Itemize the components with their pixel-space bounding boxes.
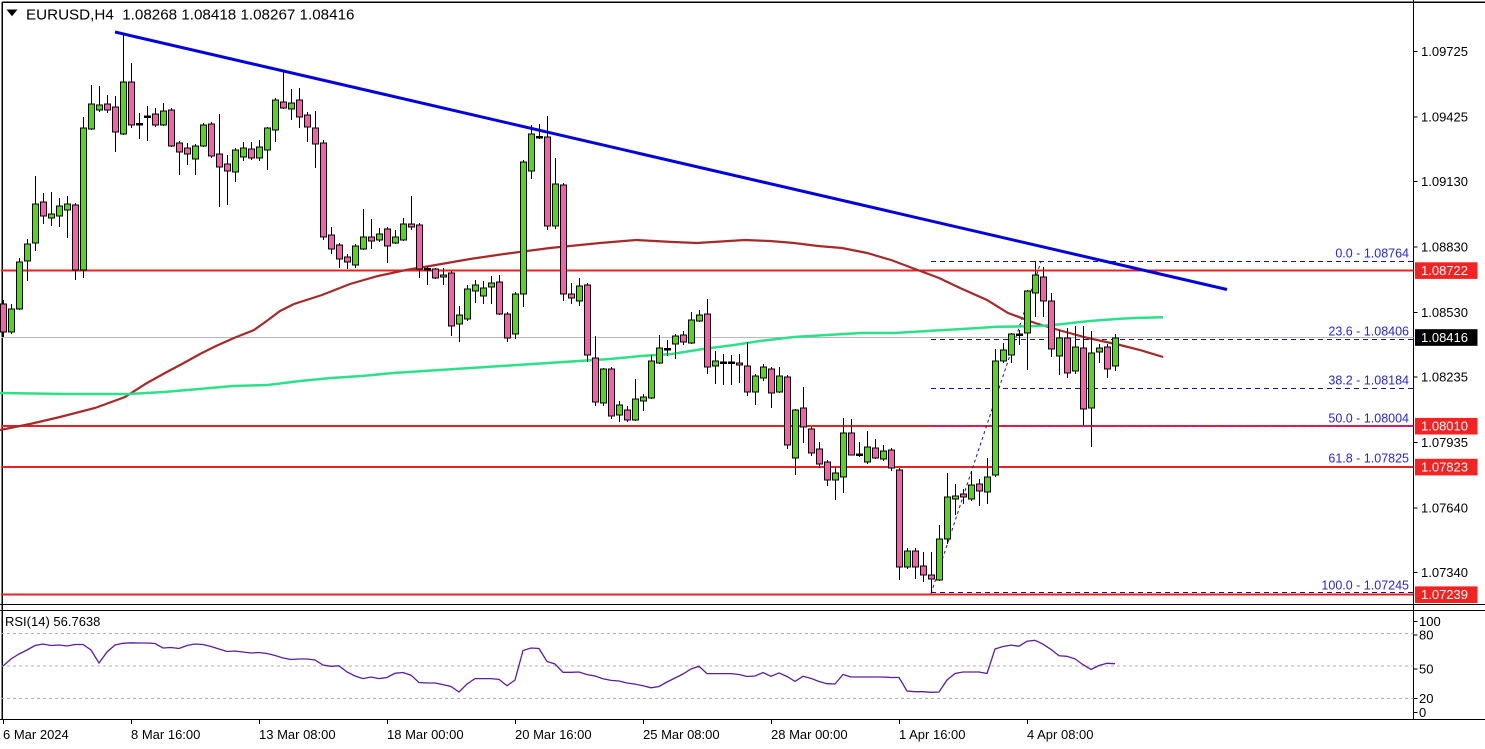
svg-text:100.0 - 1.07245: 100.0 - 1.07245 bbox=[1321, 579, 1409, 593]
svg-text:1.09725: 1.09725 bbox=[1421, 44, 1468, 59]
svg-text:20: 20 bbox=[1419, 691, 1433, 706]
svg-text:1.08235: 1.08235 bbox=[1421, 370, 1468, 385]
svg-text:1.07935: 1.07935 bbox=[1421, 435, 1468, 450]
svg-text:4 Apr 08:00: 4 Apr 08:00 bbox=[1027, 727, 1094, 742]
svg-text:1.08830: 1.08830 bbox=[1421, 240, 1468, 255]
svg-text:25 Mar 08:00: 25 Mar 08:00 bbox=[643, 727, 720, 742]
svg-text:RSI(14) 56.7638: RSI(14) 56.7638 bbox=[5, 614, 100, 629]
svg-text:1.07823: 1.07823 bbox=[1421, 460, 1468, 475]
svg-text:100: 100 bbox=[1419, 614, 1441, 629]
svg-text:1.08416: 1.08416 bbox=[1421, 330, 1468, 345]
svg-text:1.09425: 1.09425 bbox=[1421, 110, 1468, 125]
svg-text:18 Mar 00:00: 18 Mar 00:00 bbox=[387, 727, 464, 742]
svg-text:80: 80 bbox=[1419, 628, 1433, 643]
svg-text:6 Mar 2024: 6 Mar 2024 bbox=[3, 727, 69, 742]
svg-text:13 Mar 08:00: 13 Mar 08:00 bbox=[259, 727, 336, 742]
svg-text:50: 50 bbox=[1419, 662, 1433, 677]
svg-text:20 Mar 16:00: 20 Mar 16:00 bbox=[515, 727, 592, 742]
svg-text:1.08010: 1.08010 bbox=[1421, 419, 1468, 434]
svg-text:23.6 - 1.08406: 23.6 - 1.08406 bbox=[1328, 325, 1409, 339]
svg-text:1.09130: 1.09130 bbox=[1421, 174, 1468, 189]
svg-text:1 Apr 16:00: 1 Apr 16:00 bbox=[899, 727, 966, 742]
svg-text:1.08530: 1.08530 bbox=[1421, 305, 1468, 320]
svg-text:38.2 - 1.08184: 38.2 - 1.08184 bbox=[1328, 374, 1409, 388]
svg-text:50.0 - 1.08004: 50.0 - 1.08004 bbox=[1328, 412, 1409, 426]
svg-text:8 Mar 16:00: 8 Mar 16:00 bbox=[131, 727, 200, 742]
svg-text:EURUSD,H4 1.08268 1.08418 1.0: EURUSD,H4 1.08268 1.08418 1.08267 1.0841… bbox=[26, 7, 354, 24]
svg-text:1.08722: 1.08722 bbox=[1421, 263, 1468, 278]
svg-text:1.07640: 1.07640 bbox=[1421, 500, 1468, 515]
svg-text:0: 0 bbox=[1419, 705, 1426, 720]
svg-text:1.07340: 1.07340 bbox=[1421, 565, 1468, 580]
svg-text:1.07239: 1.07239 bbox=[1421, 587, 1468, 602]
svg-text:0.0 - 1.08764: 0.0 - 1.08764 bbox=[1335, 247, 1409, 261]
svg-text:28 Mar 00:00: 28 Mar 00:00 bbox=[771, 727, 848, 742]
svg-text:61.8 - 1.07825: 61.8 - 1.07825 bbox=[1328, 452, 1409, 466]
